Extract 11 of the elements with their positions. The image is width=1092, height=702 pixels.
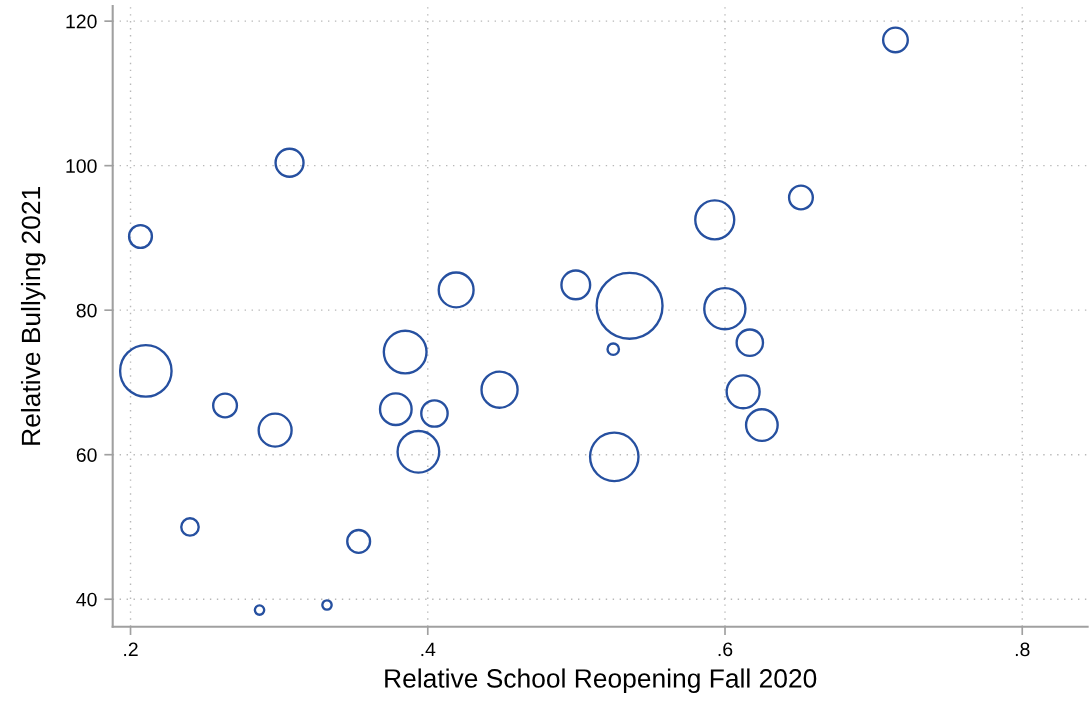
x-tick-label: .2	[124, 642, 138, 657]
x-tick-label: .6	[718, 642, 733, 657]
x-axis-title: Relative School Reopening Fall 2020	[385, 668, 817, 694]
x-tick-label: .4	[421, 642, 436, 657]
y-axis-title: Relative Bullying 2021	[20, 187, 46, 445]
y-tick-label: 120	[66, 14, 97, 29]
y-tick-label: 100	[66, 159, 97, 173]
y-tick-label: 60	[76, 448, 97, 462]
x-tick-label: .8	[1015, 642, 1030, 657]
y-tick-label: 80	[76, 303, 97, 318]
y-tick-label: 40	[76, 592, 97, 607]
